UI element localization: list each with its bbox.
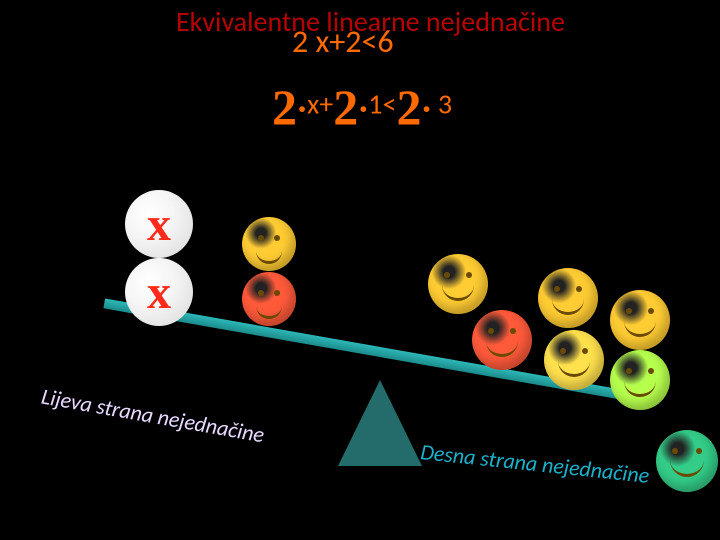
seesaw-fulcrum xyxy=(338,380,422,466)
smiley-4 xyxy=(538,268,598,328)
x-ball-0: x xyxy=(125,190,193,258)
eq-big-2: 2 xyxy=(333,79,358,135)
smiley-6 xyxy=(610,290,670,350)
title-sub: 2 x+2<6 xyxy=(292,22,394,61)
smiley-8 xyxy=(656,430,718,492)
eq-big-3: 2 xyxy=(396,79,421,135)
smiley-1 xyxy=(242,272,296,326)
eq-big-1: 2 xyxy=(272,79,297,135)
smiley-3 xyxy=(472,310,532,370)
eq-part-2: 3 xyxy=(438,87,452,122)
eq-part-0: x+ xyxy=(307,87,333,122)
eq-part-1: 1< xyxy=(368,87,396,122)
equation-line: 2·x+2·1<2· 3 xyxy=(272,78,452,136)
label-left: Lijeva strana nejednačine xyxy=(39,383,266,449)
smiley-0 xyxy=(242,217,296,271)
smiley-2 xyxy=(428,254,488,314)
label-right: Desna strana nejednačine xyxy=(419,438,650,489)
